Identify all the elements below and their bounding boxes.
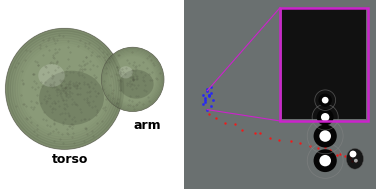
Ellipse shape [38, 64, 65, 87]
Point [213, 117, 219, 120]
Circle shape [350, 151, 356, 157]
Point [202, 99, 208, 102]
Point [288, 139, 294, 142]
Point [239, 129, 245, 132]
Circle shape [354, 159, 358, 163]
Point [206, 95, 212, 98]
Point [267, 136, 273, 139]
Point [252, 132, 258, 135]
Point [342, 154, 348, 157]
Point [208, 104, 214, 107]
Circle shape [102, 47, 164, 112]
Point [204, 87, 210, 90]
Ellipse shape [119, 70, 154, 99]
Point [347, 156, 353, 159]
Point [200, 102, 206, 105]
Point [297, 141, 303, 144]
Circle shape [314, 149, 337, 172]
Circle shape [6, 28, 123, 149]
Point [210, 99, 216, 102]
Point [202, 101, 208, 104]
Point [208, 85, 214, 88]
Circle shape [314, 125, 337, 147]
Point [321, 146, 327, 149]
Point [334, 153, 340, 156]
Point [338, 153, 344, 156]
Point [315, 147, 321, 150]
Ellipse shape [346, 148, 364, 169]
Point [204, 108, 210, 111]
Bar [282, 9, 366, 119]
Point [327, 149, 334, 152]
Text: torso: torso [52, 153, 88, 166]
Point [258, 131, 264, 134]
Point [221, 121, 227, 124]
Point [206, 93, 212, 96]
Circle shape [319, 155, 331, 166]
Circle shape [319, 130, 331, 142]
Point [307, 144, 313, 147]
Point [206, 112, 212, 115]
Point [202, 97, 208, 100]
Point [208, 91, 214, 94]
Point [206, 93, 212, 96]
Bar [280, 8, 368, 121]
Ellipse shape [119, 66, 133, 78]
Text: arm: arm [133, 119, 161, 132]
Point [232, 123, 238, 126]
Point [204, 89, 210, 92]
Circle shape [317, 109, 334, 125]
Point [200, 93, 206, 96]
Circle shape [321, 113, 329, 121]
Circle shape [318, 94, 332, 107]
Point [349, 160, 355, 163]
Circle shape [322, 97, 329, 104]
Ellipse shape [39, 71, 104, 125]
Point [353, 159, 359, 162]
Point [276, 138, 282, 141]
